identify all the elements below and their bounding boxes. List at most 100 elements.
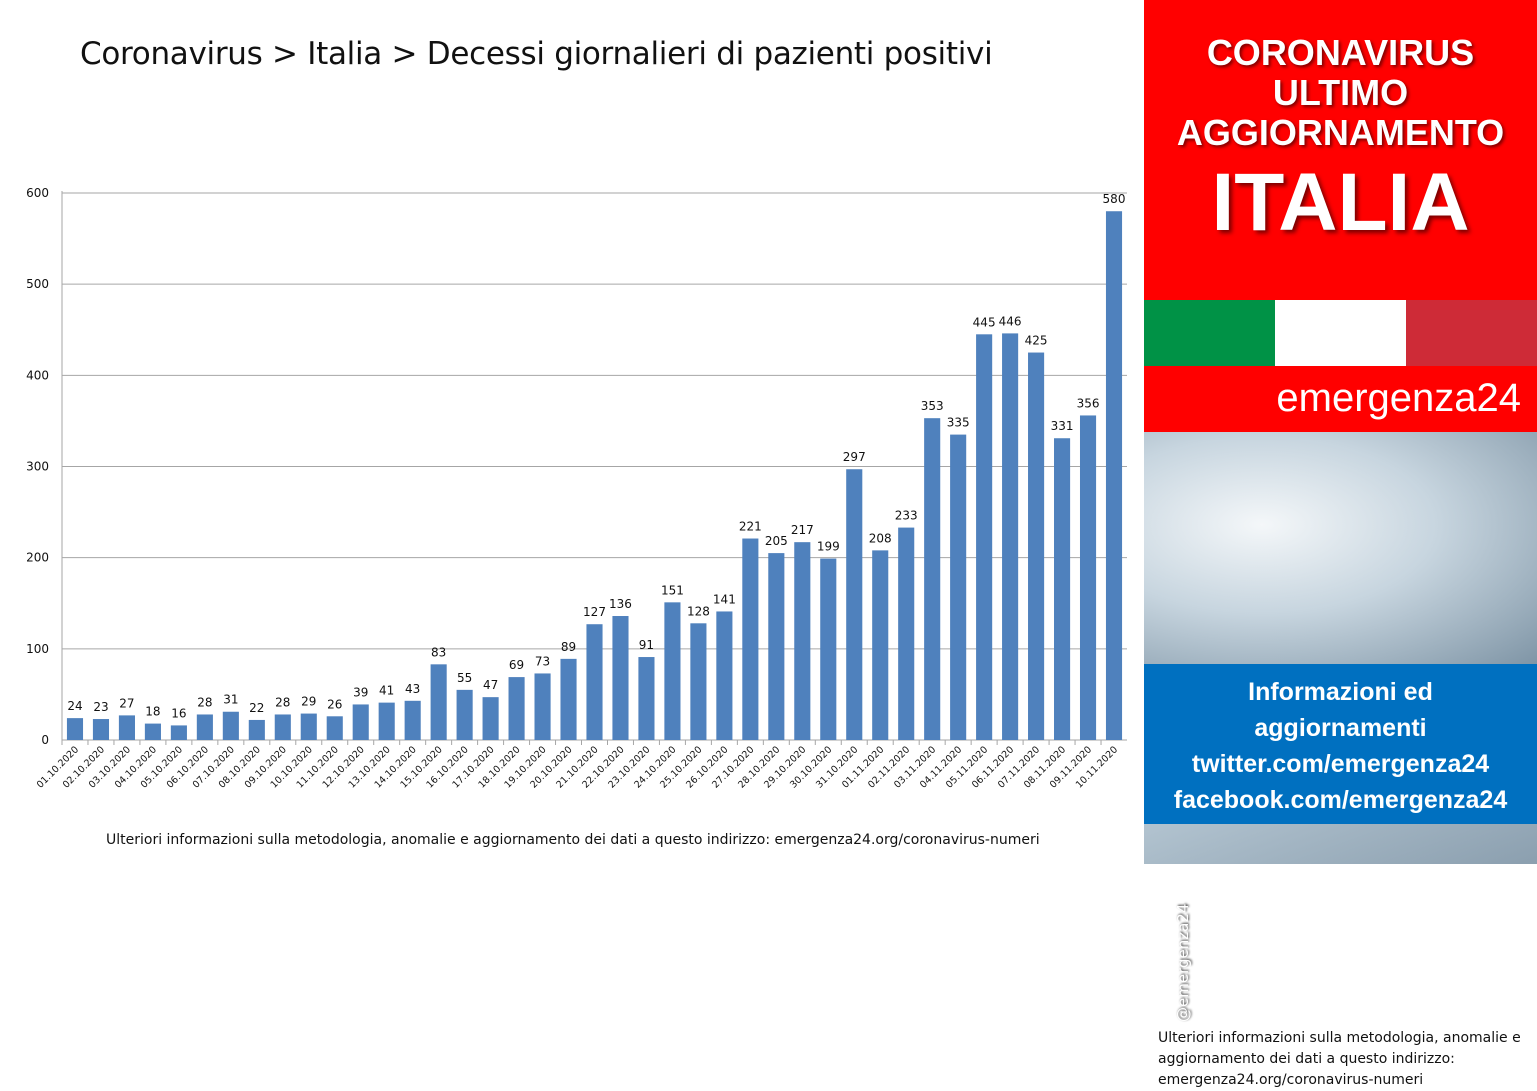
data-label: 151 <box>661 583 684 597</box>
page-title: Coronavirus > Italia > Decessi giornalie… <box>80 36 993 72</box>
bar <box>118 715 135 740</box>
bar <box>820 558 837 740</box>
bar <box>1054 438 1071 740</box>
data-label: 136 <box>609 597 632 611</box>
data-label: 297 <box>843 450 866 464</box>
bar <box>586 624 603 740</box>
data-label: 16 <box>171 706 186 720</box>
social-handle: @emergenza24 <box>1174 903 1192 1022</box>
bar <box>534 673 551 740</box>
data-label: 445 <box>973 315 996 329</box>
bar <box>92 719 110 740</box>
bar <box>690 623 707 740</box>
data-label: 91 <box>639 638 654 652</box>
brand-bar: emergenza24 <box>1144 366 1537 432</box>
bar <box>742 538 759 740</box>
chart-panel: Coronavirus > Italia > Decessi giornalie… <box>26 36 1127 848</box>
data-label: 55 <box>457 671 472 685</box>
bar <box>404 700 421 740</box>
data-label: 47 <box>483 678 498 692</box>
bar <box>352 704 369 740</box>
flag-stripe-green <box>1144 300 1275 366</box>
brand-name: emergenza24 <box>1276 376 1521 420</box>
bar <box>300 713 317 740</box>
data-label: 208 <box>869 531 892 545</box>
bar <box>872 550 889 740</box>
data-label: 27 <box>119 696 134 710</box>
data-label: 18 <box>145 705 160 719</box>
data-label: 83 <box>431 645 446 659</box>
data-label: 22 <box>249 701 264 715</box>
data-label: 217 <box>791 523 814 537</box>
headline-line-2: ULTIMO <box>1272 72 1409 113</box>
data-label: 43 <box>405 682 420 696</box>
headline-box: CORONAVIRUS ULTIMO AGGIORNAMENTO ITALIA <box>1144 0 1537 300</box>
data-label: 29 <box>301 695 316 709</box>
headline-country: ITALIA <box>1211 157 1470 248</box>
data-label: 356 <box>1077 396 1100 410</box>
bar <box>924 418 941 740</box>
background-photo: @emergenza24 Ulteriori informazioni sull… <box>1144 432 1537 1088</box>
headline-line-1: CORONAVIRUS <box>1206 32 1475 73</box>
data-label: 127 <box>583 605 606 619</box>
data-label: 446 <box>999 314 1022 328</box>
links-line-2: aggiornamenti <box>1254 714 1427 742</box>
bar <box>1028 352 1045 740</box>
twitter-link[interactable]: twitter.com/emergenza24 <box>1191 750 1490 778</box>
bar <box>248 719 265 740</box>
data-label: 199 <box>817 540 840 554</box>
y-tick-label: 0 <box>41 733 49 747</box>
data-label: 89 <box>561 640 576 654</box>
flag-stripe-white <box>1275 300 1406 366</box>
bar <box>638 657 655 740</box>
bar <box>378 702 395 740</box>
headline-line-3: AGGIORNAMENTO <box>1176 112 1505 153</box>
data-label: 331 <box>1051 419 1074 433</box>
bar <box>664 602 681 740</box>
data-label: 128 <box>687 604 710 618</box>
links-line-1: Informazioni ed <box>1248 678 1433 706</box>
italian-flag <box>1144 300 1537 366</box>
bar <box>1079 415 1097 740</box>
bar <box>430 664 447 740</box>
data-label: 221 <box>739 520 762 534</box>
data-label: 73 <box>535 654 550 668</box>
data-label: 580 <box>1103 192 1126 206</box>
bar <box>508 677 525 740</box>
bar <box>326 716 343 740</box>
y-tick-label: 100 <box>26 642 49 656</box>
data-label: 353 <box>921 399 944 413</box>
bar <box>482 697 499 740</box>
data-label: 23 <box>93 700 108 714</box>
bar <box>1002 333 1019 740</box>
bar <box>612 616 629 740</box>
bar-chart: 01002003004005006002401.10.20202302.10.2… <box>26 186 1127 791</box>
bar <box>274 714 291 740</box>
bar <box>976 334 993 740</box>
y-tick-label: 600 <box>26 186 49 200</box>
data-label: 205 <box>765 534 788 548</box>
footnote: Ulteriori informazioni sulla metodologia… <box>106 832 1040 848</box>
bar <box>456 689 473 740</box>
links-box: Informazioni ed aggiornamenti twitter.co… <box>1144 664 1537 824</box>
bar <box>716 611 733 740</box>
y-tick-label: 200 <box>26 551 49 565</box>
bar <box>222 711 239 740</box>
flag-stripe-red <box>1406 300 1537 366</box>
data-label: 141 <box>713 592 736 606</box>
bar <box>170 725 187 740</box>
bar <box>950 434 967 740</box>
data-label: 425 <box>1025 334 1048 348</box>
bar <box>144 723 161 740</box>
data-label: 28 <box>197 695 212 709</box>
y-tick-label: 400 <box>26 368 49 382</box>
data-label: 28 <box>275 695 290 709</box>
bar <box>768 553 785 740</box>
data-label: 41 <box>379 684 394 698</box>
y-tick-label: 300 <box>26 460 49 474</box>
data-label: 26 <box>327 697 342 711</box>
data-label: 69 <box>509 658 524 672</box>
facebook-link[interactable]: facebook.com/emergenza24 <box>1173 786 1508 814</box>
data-label: 39 <box>353 685 368 699</box>
data-label: 335 <box>947 416 970 430</box>
